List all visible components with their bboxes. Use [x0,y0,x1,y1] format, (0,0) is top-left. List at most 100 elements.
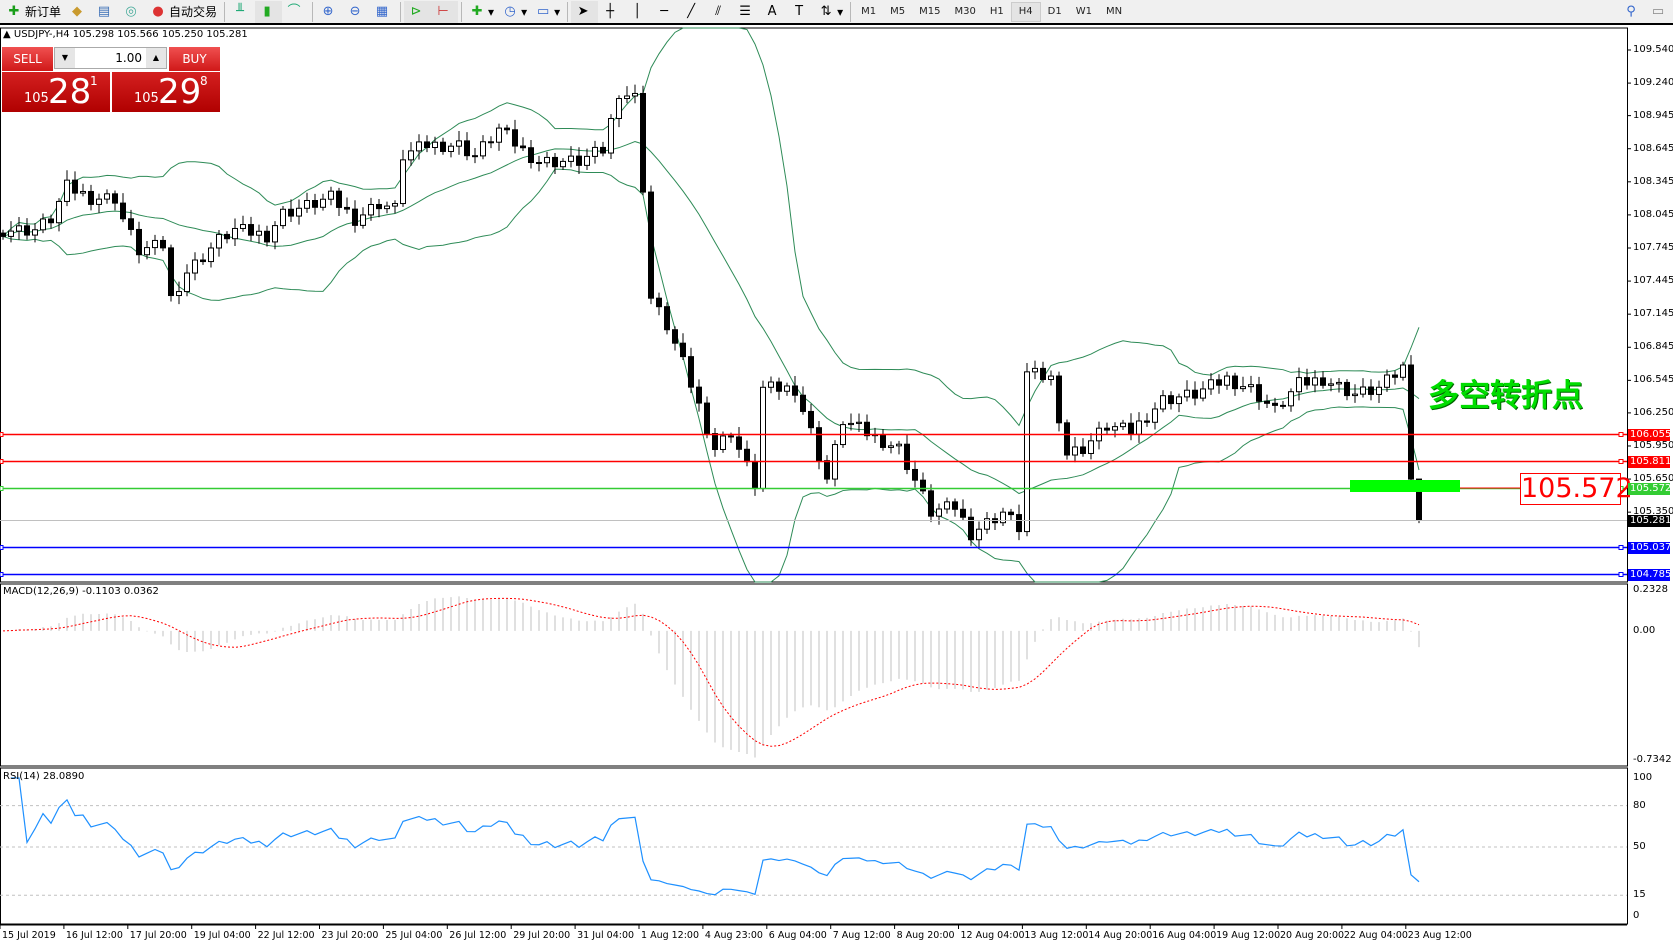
timeframe-m5[interactable]: M5 [890,6,906,17]
candle-body [648,191,654,299]
auto-scroll-button[interactable]: ⊳ [404,0,432,23]
candle-body [888,445,894,448]
timeframe-m30[interactable]: M30 [954,6,976,17]
candle-body [616,98,622,119]
candle-body [664,306,670,331]
periods-button[interactable]: ◷ ▾ [498,1,531,23]
candle-body [744,448,750,463]
line-chart-button[interactable]: ⌒ [282,1,309,23]
channel-button[interactable]: ⫽ [706,1,733,23]
price-tick-label: 108.345 [1633,175,1673,187]
candle-body [1256,384,1262,402]
text-icon: A [767,3,777,19]
timeframe-h1[interactable]: H1 [989,6,1004,17]
cursor-button[interactable]: ➤ [571,0,599,23]
buy-price[interactable]: 105 29 8 [112,72,220,112]
candle-body [1032,367,1038,373]
volume-input[interactable] [75,48,146,68]
annotation-price-box[interactable]: 105.572 [1520,473,1633,505]
chat-button[interactable]: ▭ [1646,1,1673,23]
vertical-line-button[interactable]: │ [625,1,652,23]
search-button[interactable]: ⚲ [1619,1,1646,23]
price-pane [0,27,1628,583]
candle-body [880,434,886,448]
candle-body [1200,388,1206,399]
sell-button[interactable]: SELL [2,47,53,71]
candle-body [1336,381,1342,385]
trendline-button[interactable]: ╱ [679,1,706,23]
one-click-trading-panel: SELL ▼ ▲ BUY 105 28 1 105 29 8 [2,47,220,112]
candle-body [192,259,198,274]
candle-body [632,92,638,97]
price-tick-label: 108.945 [1633,109,1673,121]
candle-body [1176,396,1182,405]
bollinger-middle [2,141,1420,495]
timeframe-mn[interactable]: MN [1105,6,1123,17]
candle-body [1160,395,1166,410]
time-tick-label: 22 Jul 12:00 [257,930,315,941]
candle-body [1376,386,1382,395]
signal-button[interactable]: ◎ [119,1,146,23]
volume-down-button[interactable]: ▼ [55,48,75,68]
sell-price[interactable]: 105 28 1 [2,72,110,112]
candle-body [1288,391,1294,407]
rsi-tick-label: 80 [1633,799,1646,811]
timeframe-w1[interactable]: W1 [1075,6,1092,17]
price-tick-label: 107.145 [1633,308,1673,320]
bar-chart-button[interactable]: ╨ [228,1,255,23]
timeframe-d1[interactable]: D1 [1047,6,1062,17]
arrows-button[interactable]: ⇅ ▾ [814,1,847,23]
auto-trading-button[interactable]: ● 自动交易 [146,1,221,23]
text-button[interactable]: A [760,1,787,23]
horizontal-line-button[interactable]: ─ [652,1,679,23]
book-icon: ◆ [72,3,83,19]
indicators-button[interactable]: ✚ ▾ [465,1,498,23]
level-handle [1618,432,1624,437]
volume-up-button[interactable]: ▲ [146,48,166,68]
candle-body [1064,422,1070,456]
zoom-out-button[interactable]: ⊖ [343,1,370,23]
crosshair-button[interactable]: ┼ [598,1,625,23]
navigator-button[interactable]: ▤ [92,1,119,23]
candle-body [224,233,230,240]
time-tick-label: 15 Jul 2019 [2,930,56,941]
volume-stepper[interactable]: ▼ ▲ [54,47,167,69]
candle-body [1368,386,1374,395]
price-tag-105.037: 105.037 [1628,541,1672,554]
candle-body [304,200,310,209]
candle-chart-button[interactable]: ▮ [255,0,283,23]
templates-button[interactable]: ▭ ▾ [536,3,561,19]
candle-body [536,162,542,165]
buy-button[interactable]: BUY [169,47,220,71]
tile-windows-button[interactable]: ▦ [370,1,397,23]
timeframe-h4[interactable]: H4 [1010,1,1041,22]
candle-body [296,207,302,217]
chart-area[interactable] [0,27,1673,952]
price-tick-label: 105.350 [1633,506,1673,518]
candle-body [112,193,118,204]
zoom-in-button[interactable]: ⊕ [316,1,343,23]
timeframe-m15[interactable]: M15 [919,6,941,17]
candle-body [528,147,534,164]
candle-body [288,208,294,217]
candle-body [320,198,326,208]
candle-body [432,141,438,149]
chart-shift-button[interactable]: ⊢ [431,0,459,23]
market-watch-button[interactable]: ◆ [65,1,92,23]
candle-body [1392,374,1398,378]
time-tick-label: 8 Aug 20:00 [896,930,955,941]
candle-body [984,518,990,530]
timeframe-m1[interactable]: M1 [861,6,877,17]
time-tick-label: 29 Jul 20:00 [513,930,571,941]
template-icon: ▭ [536,3,550,19]
fibonacci-button[interactable]: ☰ [733,1,760,23]
new-order-button[interactable]: ✚ 新订单 [2,1,65,23]
text-label-button[interactable]: T [787,1,814,23]
candle-body [520,145,526,149]
candle-body [160,239,166,249]
annotation-text[interactable]: 多空转折点 [1428,378,1583,414]
candle-body [920,479,926,492]
candle-body [1416,478,1422,521]
candle-body [128,218,134,230]
candle-body [328,190,334,200]
